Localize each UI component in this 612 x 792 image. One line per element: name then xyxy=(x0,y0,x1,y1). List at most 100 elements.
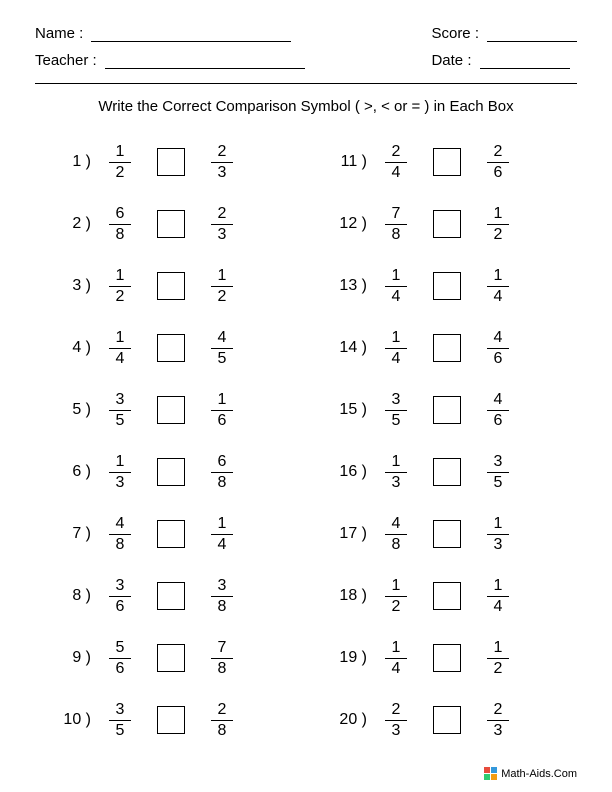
fraction: 12 xyxy=(207,267,237,306)
fraction-denominator: 5 xyxy=(218,349,227,368)
name-line[interactable] xyxy=(91,41,291,42)
fraction-numerator: 1 xyxy=(116,143,125,162)
fraction: 13 xyxy=(483,515,513,554)
answer-box[interactable] xyxy=(157,272,185,300)
fraction: 48 xyxy=(381,515,411,554)
fraction: 12 xyxy=(105,267,135,306)
fraction-denominator: 3 xyxy=(494,721,503,740)
answer-box[interactable] xyxy=(433,148,461,176)
answer-box[interactable] xyxy=(433,396,461,424)
answer-box[interactable] xyxy=(433,210,461,238)
fraction-numerator: 1 xyxy=(494,577,503,596)
score-line[interactable] xyxy=(487,41,577,42)
answer-box[interactable] xyxy=(433,706,461,734)
fraction-denominator: 6 xyxy=(494,349,503,368)
fraction-numerator: 1 xyxy=(392,639,401,658)
fraction-numerator: 1 xyxy=(218,391,227,410)
fraction-denominator: 2 xyxy=(116,163,125,182)
fraction-numerator: 7 xyxy=(218,639,227,658)
problem-number: 20 ) xyxy=(331,711,371,729)
problem-row: 20 )2323 xyxy=(331,697,577,743)
fraction: 78 xyxy=(207,639,237,678)
fraction-denominator: 8 xyxy=(218,721,227,740)
date-line[interactable] xyxy=(480,68,570,69)
fraction: 56 xyxy=(105,639,135,678)
worksheet-header: Name : Teacher : Score : Date : xyxy=(35,25,577,69)
fraction-numerator: 2 xyxy=(494,701,503,720)
answer-box[interactable] xyxy=(433,582,461,610)
date-label: Date : xyxy=(431,52,471,69)
fraction: 45 xyxy=(207,329,237,368)
fraction: 16 xyxy=(207,391,237,430)
fraction: 23 xyxy=(207,143,237,182)
name-field: Name : xyxy=(35,25,305,42)
problem-row: 1 )1223 xyxy=(55,139,301,185)
fraction-numerator: 6 xyxy=(116,205,125,224)
fraction: 23 xyxy=(381,701,411,740)
date-field: Date : xyxy=(431,52,577,69)
problems-container: 1 )12232 )68233 )12124 )14455 )35166 )13… xyxy=(35,139,577,743)
teacher-field: Teacher : xyxy=(35,52,305,69)
problem-number: 7 ) xyxy=(55,525,95,543)
problem-number: 10 ) xyxy=(55,711,95,729)
fraction-numerator: 1 xyxy=(218,267,227,286)
fraction: 35 xyxy=(381,391,411,430)
answer-box[interactable] xyxy=(433,520,461,548)
fraction-numerator: 3 xyxy=(116,701,125,720)
problem-row: 16 )1335 xyxy=(331,449,577,495)
answer-box[interactable] xyxy=(157,520,185,548)
fraction-denominator: 6 xyxy=(494,411,503,430)
fraction-numerator: 1 xyxy=(494,267,503,286)
fraction-denominator: 5 xyxy=(494,473,503,492)
fraction-denominator: 6 xyxy=(116,597,125,616)
fraction-numerator: 3 xyxy=(392,391,401,410)
fraction: 14 xyxy=(207,515,237,554)
fraction-numerator: 4 xyxy=(494,391,503,410)
fraction-denominator: 8 xyxy=(116,535,125,554)
fraction: 26 xyxy=(483,143,513,182)
answer-box[interactable] xyxy=(157,706,185,734)
fraction: 12 xyxy=(105,143,135,182)
fraction: 13 xyxy=(105,453,135,492)
answer-box[interactable] xyxy=(157,210,185,238)
answer-box[interactable] xyxy=(157,458,185,486)
fraction-numerator: 1 xyxy=(494,205,503,224)
problem-number: 18 ) xyxy=(331,587,371,605)
fraction-numerator: 3 xyxy=(116,577,125,596)
fraction-numerator: 7 xyxy=(392,205,401,224)
fraction-numerator: 4 xyxy=(494,329,503,348)
problem-row: 18 )1214 xyxy=(331,573,577,619)
teacher-line[interactable] xyxy=(105,68,305,69)
answer-box[interactable] xyxy=(433,272,461,300)
answer-box[interactable] xyxy=(433,334,461,362)
problem-number: 2 ) xyxy=(55,215,95,233)
fraction-numerator: 1 xyxy=(494,639,503,658)
fraction-numerator: 1 xyxy=(392,453,401,472)
answer-box[interactable] xyxy=(157,148,185,176)
fraction-numerator: 1 xyxy=(116,453,125,472)
fraction-denominator: 8 xyxy=(218,473,227,492)
fraction-denominator: 4 xyxy=(218,535,227,554)
fraction: 12 xyxy=(381,577,411,616)
answer-box[interactable] xyxy=(157,396,185,424)
problem-row: 5 )3516 xyxy=(55,387,301,433)
problem-number: 11 ) xyxy=(331,153,371,171)
fraction: 23 xyxy=(483,701,513,740)
fraction-numerator: 2 xyxy=(218,205,227,224)
fraction: 35 xyxy=(105,391,135,430)
problem-row: 6 )1368 xyxy=(55,449,301,495)
problem-row: 9 )5678 xyxy=(55,635,301,681)
answer-box[interactable] xyxy=(157,582,185,610)
problem-number: 15 ) xyxy=(331,401,371,419)
fraction-denominator: 2 xyxy=(494,225,503,244)
fraction-numerator: 2 xyxy=(494,143,503,162)
answer-box[interactable] xyxy=(433,644,461,672)
problem-number: 17 ) xyxy=(331,525,371,543)
problem-row: 2 )6823 xyxy=(55,201,301,247)
fraction-numerator: 2 xyxy=(218,701,227,720)
answer-box[interactable] xyxy=(433,458,461,486)
answer-box[interactable] xyxy=(157,644,185,672)
problem-row: 4 )1445 xyxy=(55,325,301,371)
answer-box[interactable] xyxy=(157,334,185,362)
fraction-denominator: 3 xyxy=(494,535,503,554)
